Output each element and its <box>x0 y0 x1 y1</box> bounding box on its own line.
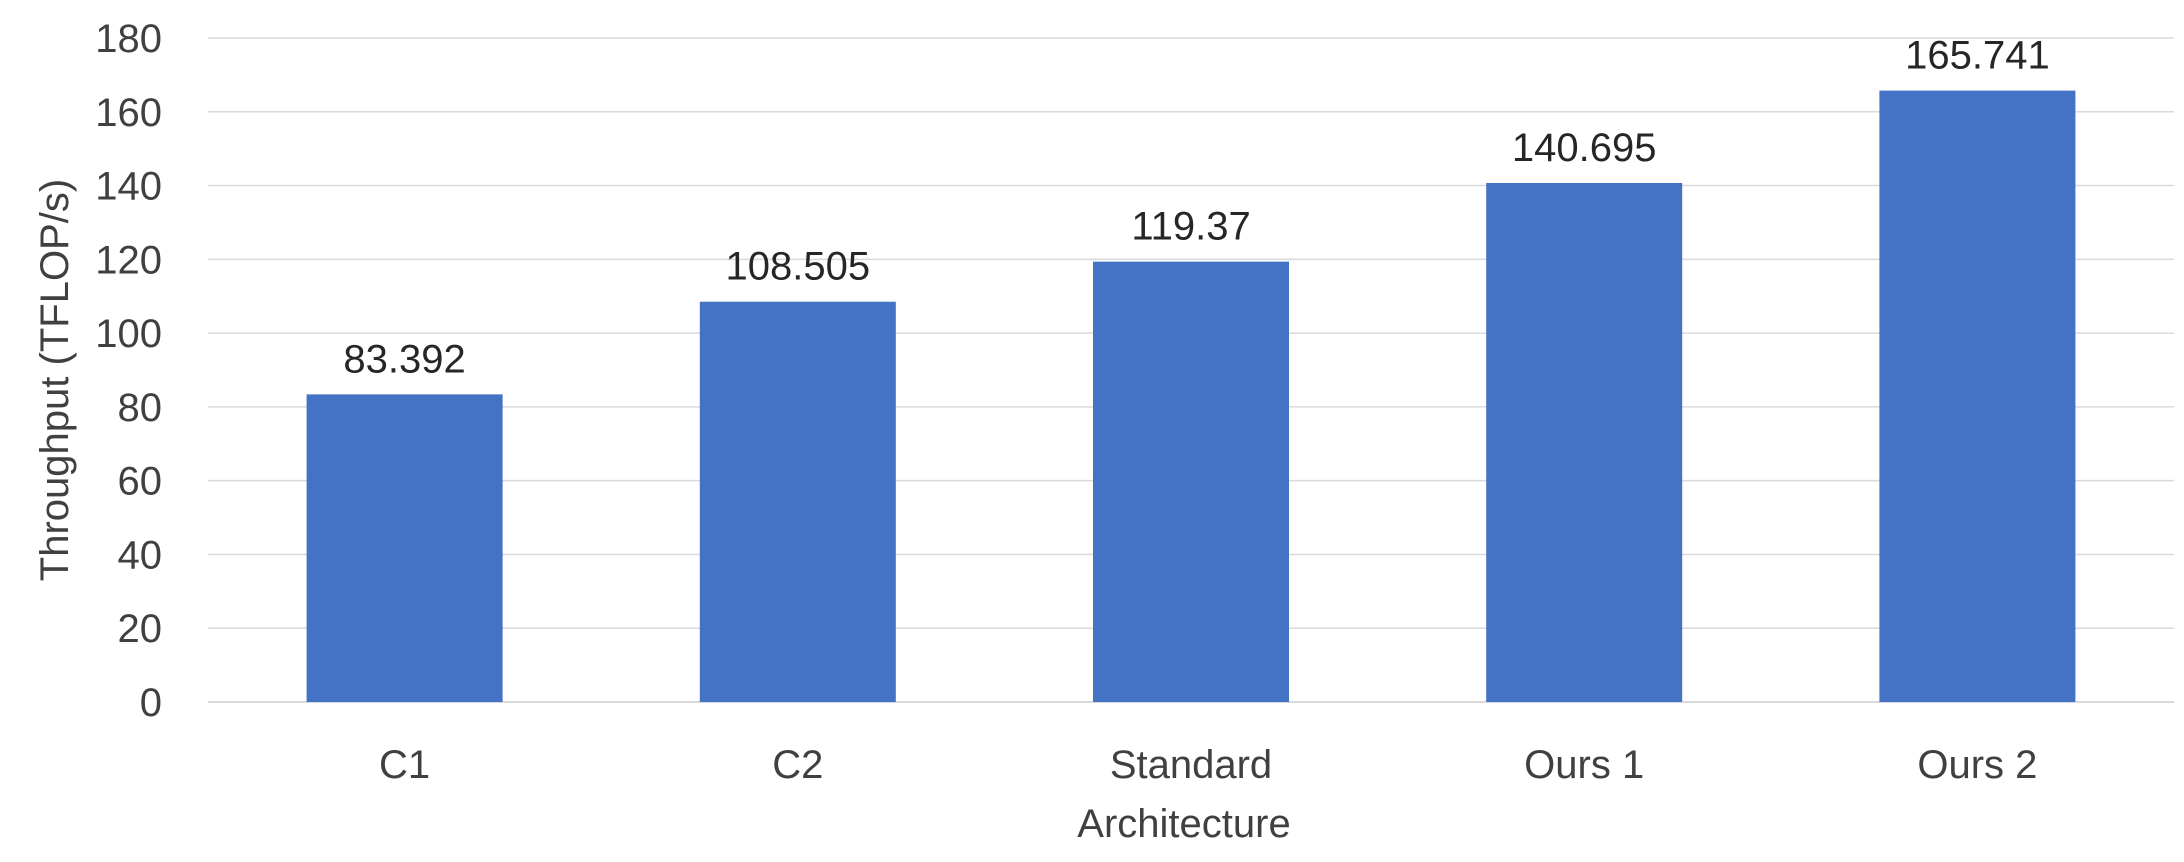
x-category-label: C1 <box>379 743 430 787</box>
y-tick-label: 100 <box>95 312 162 356</box>
bar-standard <box>1093 261 1289 702</box>
y-tick-label: 120 <box>95 238 162 282</box>
y-tick-label: 20 <box>118 607 163 651</box>
x-axis-title: Architecture <box>1077 802 1290 846</box>
bar-ours-2 <box>1879 90 2076 703</box>
y-tick-label: 60 <box>118 460 163 504</box>
x-axis-categories: C1 C2 Standard Ours 1 Ours 2 <box>379 743 2037 787</box>
y-tick-label: 160 <box>95 91 162 135</box>
y-tick-label: 180 <box>95 17 162 61</box>
x-category-label: Standard <box>1110 743 1272 787</box>
y-tick-label: 140 <box>95 165 162 209</box>
x-category-label: Ours 1 <box>1524 743 1644 787</box>
data-label: 165.741 <box>1905 34 2050 78</box>
bars <box>306 90 2076 703</box>
data-label: 119.37 <box>1131 205 1250 249</box>
data-label: 140.695 <box>1512 126 1657 170</box>
bar-c2 <box>699 301 896 702</box>
bar-ours-1 <box>1486 182 1683 703</box>
y-axis-title: Throughput (TFLOP/s) <box>33 179 77 581</box>
data-label: 83.392 <box>343 337 465 381</box>
bar-c1 <box>306 394 503 702</box>
data-labels: 83.392 108.505 119.37 140.695 165.741 <box>343 34 2049 382</box>
y-tick-label: 40 <box>118 533 163 577</box>
y-axis-ticks: 0 20 40 60 80 100 120 140 160 180 <box>95 17 162 725</box>
x-category-label: Ours 2 <box>1917 743 2037 787</box>
y-tick-label: 80 <box>118 386 163 430</box>
data-label: 108.505 <box>726 245 871 289</box>
y-tick-label: 0 <box>140 681 162 725</box>
x-category-label: C2 <box>772 743 823 787</box>
